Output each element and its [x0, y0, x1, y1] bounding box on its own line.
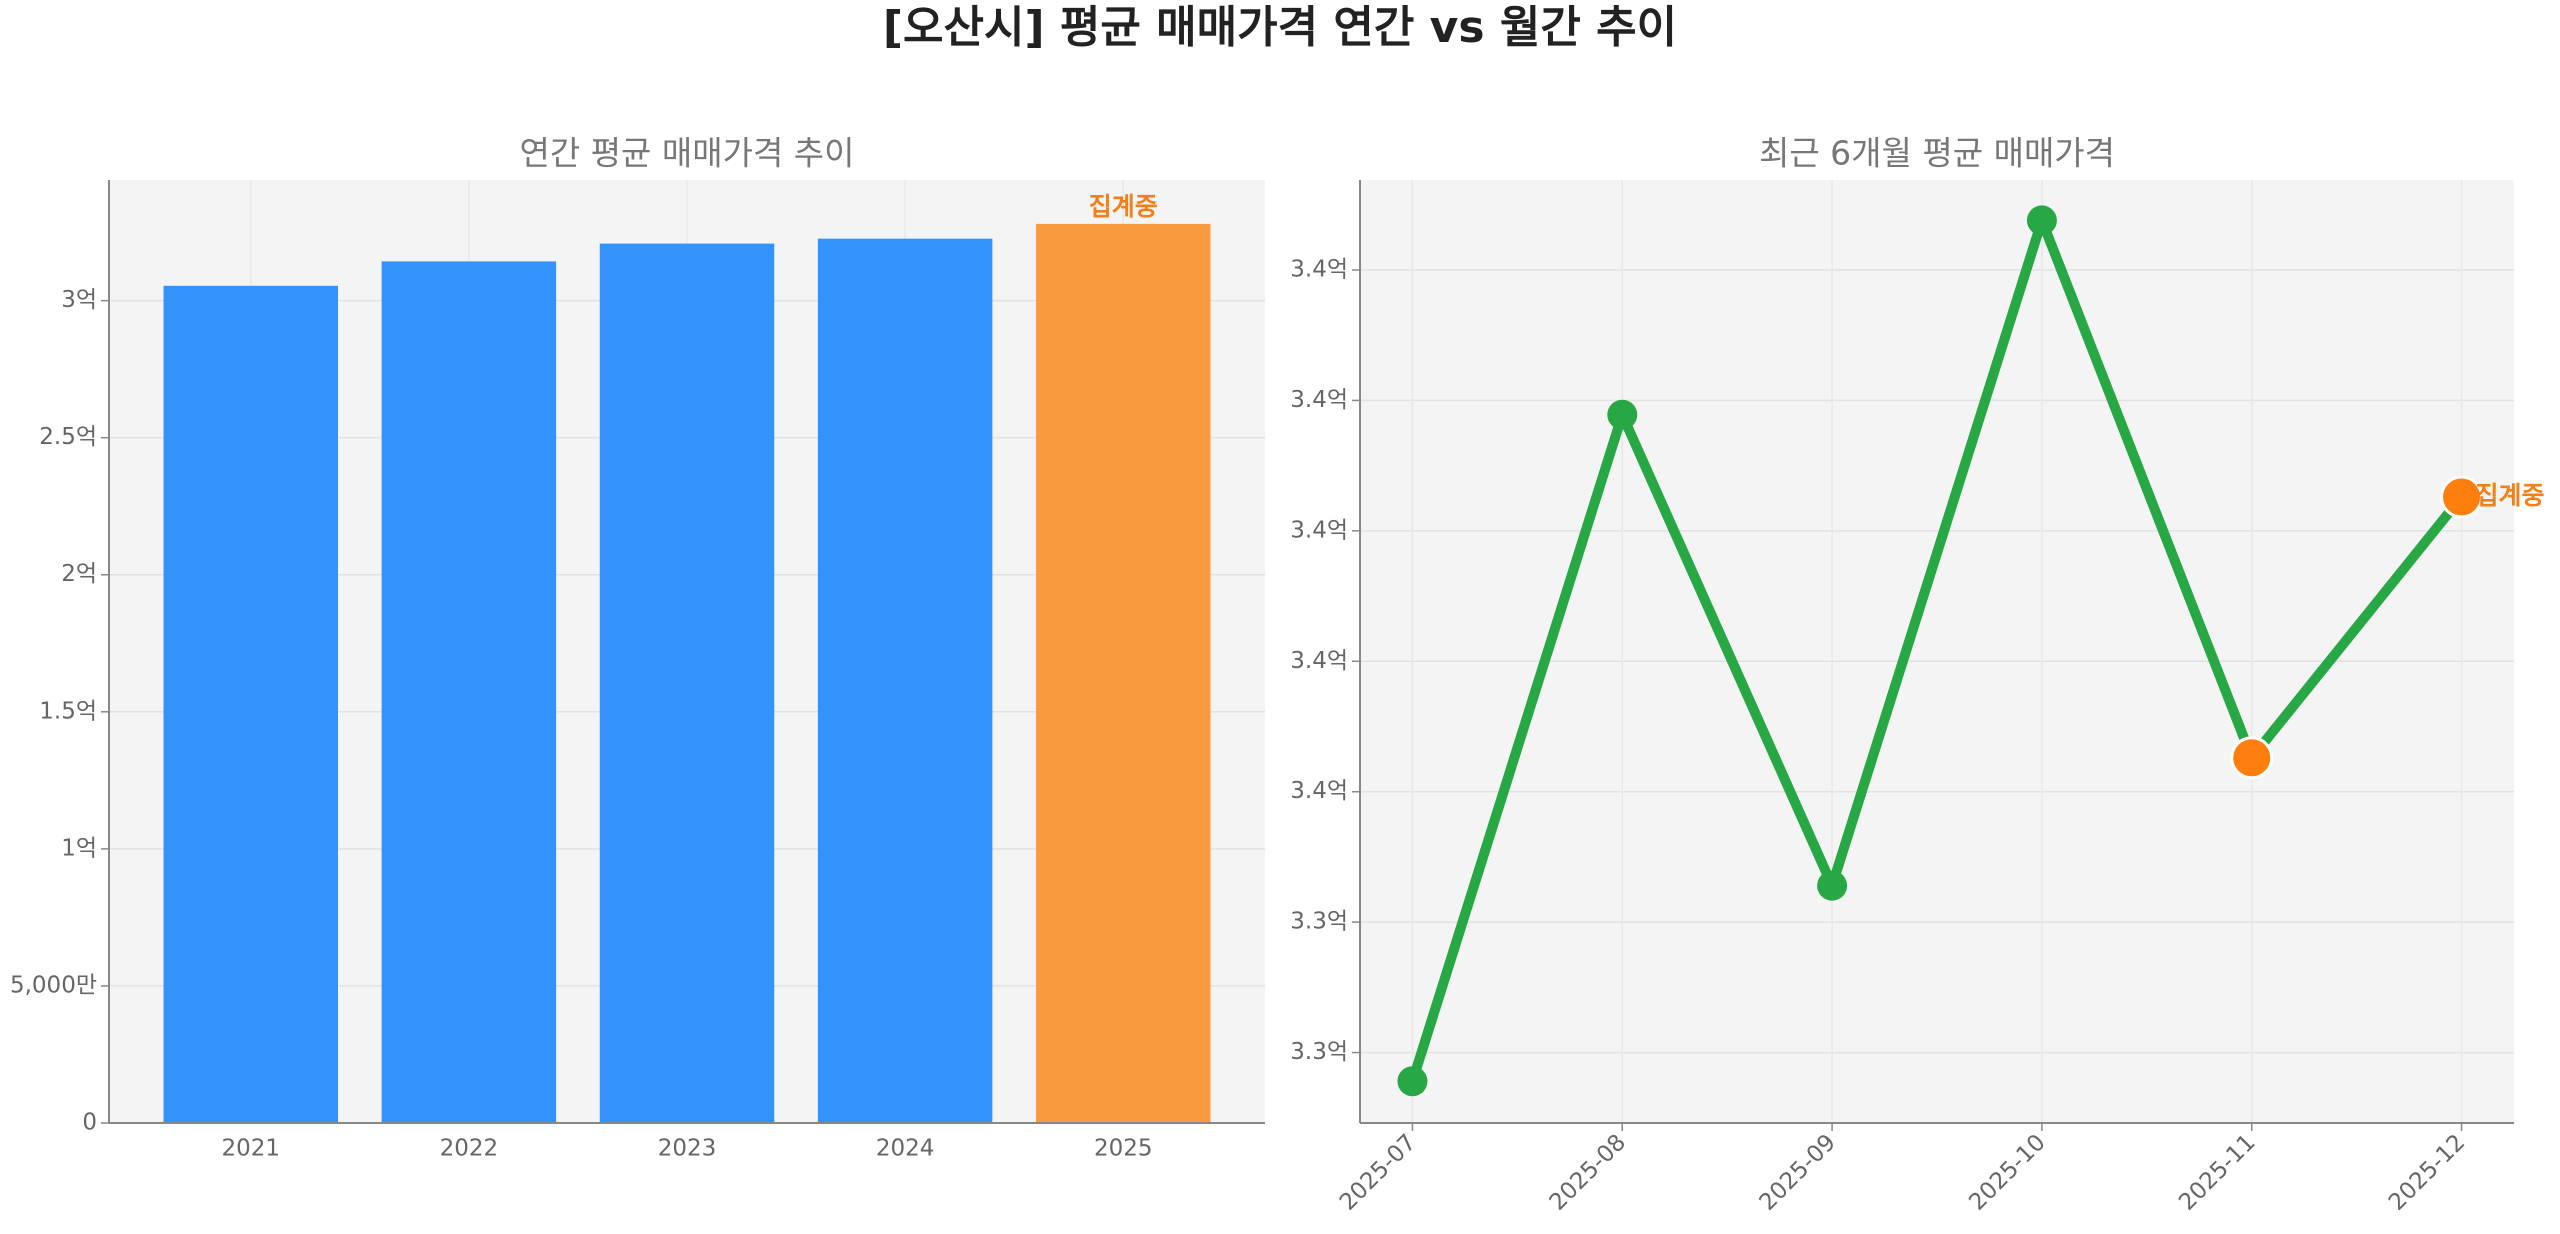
y-tick-label: 3.3억 [1290, 909, 1348, 935]
x-tick-label: 2025-10 [1964, 1129, 2050, 1215]
y-tick-label: 1.5억 [39, 698, 97, 724]
bar [1035, 223, 1211, 1123]
bar [817, 238, 993, 1123]
marker [2440, 475, 2484, 519]
y-tick-label: 2억 [61, 561, 97, 587]
marker [1607, 399, 1638, 430]
marker [1397, 1066, 1428, 1097]
annotation: 집계중 [1089, 192, 1158, 221]
bar [599, 243, 775, 1124]
x-tick-label: 2025-08 [1545, 1129, 1631, 1215]
y-tick-label: 3.3억 [1290, 1039, 1348, 1065]
x-tick-label: 2025-07 [1335, 1129, 1421, 1215]
bar [163, 285, 339, 1124]
subplot-title: 연간 평균 매매가격 추이 [519, 134, 854, 173]
marker [2230, 736, 2274, 780]
x-tick-label: 2025-11 [2174, 1129, 2260, 1215]
x-tick-label: 2022 [440, 1136, 499, 1162]
bar [381, 261, 557, 1123]
y-tick-label: 5,000만 [10, 972, 97, 998]
chart-title: [오산시] 평균 매매가격 연간 vs 월간 추이 [883, 2, 1677, 53]
y-tick-label: 0 [82, 1110, 97, 1136]
x-tick-label: 2021 [222, 1136, 281, 1162]
y-tick-label: 3.4억 [1290, 517, 1348, 543]
marker [2026, 205, 2057, 236]
line [1407, 215, 2466, 1083]
y-tick-label: 2.5억 [39, 424, 97, 450]
x-tick-label: 2025-09 [1755, 1129, 1841, 1215]
subplot-title: 최근 6개월 평균 매매가격 [1759, 134, 2115, 173]
marker [1817, 870, 1848, 901]
y-tick-label: 3.4억 [1290, 648, 1348, 674]
y-tick-label: 3.4억 [1290, 778, 1348, 804]
annotation: 집계중 [2476, 481, 2545, 510]
x-tick-label: 2024 [876, 1136, 935, 1162]
x-tick-label: 2025-12 [2384, 1129, 2470, 1215]
x-tick-label: 2025 [1094, 1136, 1153, 1162]
y-tick-label: 3.4억 [1290, 256, 1348, 282]
y-tick-label: 3.4억 [1290, 387, 1348, 413]
y-tick-label: 1억 [61, 835, 97, 861]
x-tick-label: 2023 [658, 1136, 717, 1162]
y-tick-label: 3억 [61, 287, 97, 313]
